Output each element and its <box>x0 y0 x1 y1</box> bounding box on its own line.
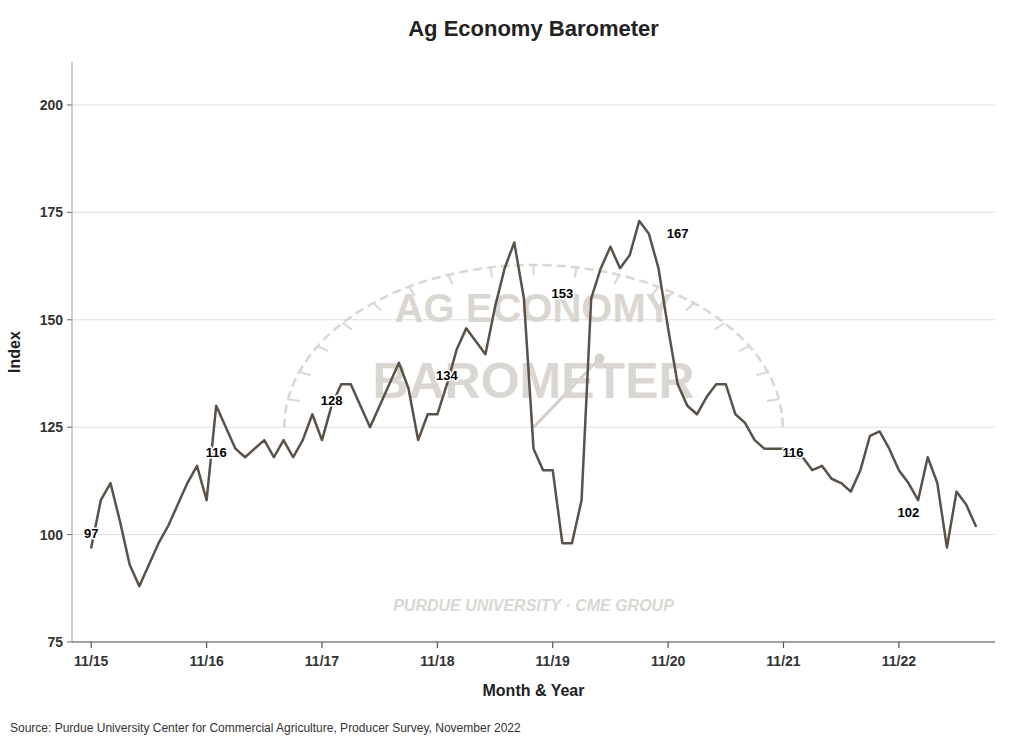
annotation: 128 <box>321 393 343 408</box>
grid-line <box>72 534 995 535</box>
watermark-gauge-tick <box>343 323 352 329</box>
x-tick <box>783 642 784 648</box>
x-tick-label: 11/22 <box>882 653 916 669</box>
annotation: 97 <box>84 526 98 541</box>
annotation: 102 <box>898 505 920 520</box>
y-tick-label: 75 <box>47 634 63 650</box>
x-tick <box>321 642 322 648</box>
watermark-text: AG ECONOMY <box>395 286 673 330</box>
grid-line <box>72 212 995 213</box>
y-tick <box>67 642 72 643</box>
x-tick-label: 11/17 <box>305 653 339 669</box>
watermark-text: BAROMETER <box>372 353 694 409</box>
watermark-gauge-tick <box>686 303 694 311</box>
annotation: 134 <box>436 368 458 383</box>
watermark-gauge-tick <box>756 372 767 375</box>
x-tick-label: 11/16 <box>189 653 223 669</box>
watermark-gauge-tick <box>615 275 619 284</box>
annotation: 116 <box>206 445 227 460</box>
y-tick <box>67 212 72 213</box>
watermark-text: PURDUE UNIVERSITY · CME GROUP <box>393 597 674 614</box>
x-tick-label: 11/18 <box>420 653 454 669</box>
annotation: 153 <box>551 286 573 301</box>
watermark-gauge-tick <box>575 267 577 277</box>
y-tick-label: 125 <box>40 419 64 435</box>
x-tick <box>898 642 899 648</box>
x-tick <box>437 642 438 648</box>
watermark-gauge-tick <box>533 265 535 275</box>
watermark-gauge-tick <box>299 372 310 375</box>
grid <box>72 105 995 642</box>
source: Source: Purdue University Center for Com… <box>10 721 521 735</box>
watermark-gauge-tick <box>767 399 779 401</box>
watermark-gauge-tick <box>373 303 381 311</box>
watermark-gauge-tick <box>715 323 724 329</box>
x-tick-label: 11/20 <box>651 653 685 669</box>
y-tick <box>67 319 72 320</box>
x-axis-line <box>72 641 995 642</box>
y-tick-label: 200 <box>40 97 64 113</box>
watermark-gauge-tick <box>448 275 452 284</box>
chart: Ag Economy Barometer 75 100 125 150 175 200 11/… <box>0 0 1023 742</box>
y-axis-label: Index <box>6 331 23 373</box>
watermark-gauge-tick <box>490 267 492 277</box>
y-tick <box>67 534 72 535</box>
watermark-gauge-tick <box>288 399 300 401</box>
title: Ag Economy Barometer <box>408 16 659 41</box>
y-tick <box>67 427 72 428</box>
y-tick-label: 150 <box>40 312 64 328</box>
watermark-gauge-tick <box>318 346 328 351</box>
x-tick <box>206 642 207 648</box>
x-tick <box>552 642 553 648</box>
annotation: 116 <box>783 445 804 460</box>
x-tick <box>668 642 669 648</box>
x-tick-label: 11/19 <box>536 653 570 669</box>
x-axis-label: Month & Year <box>483 682 585 699</box>
grid-line <box>72 642 995 643</box>
watermark-gauge-tick <box>739 346 749 351</box>
grid-line <box>72 104 995 105</box>
x-tick-label: 11/15 <box>74 653 108 669</box>
data <box>91 221 976 586</box>
y-axis-line <box>72 62 73 642</box>
annotation: 167 <box>667 226 689 241</box>
y-tick <box>67 104 72 105</box>
background <box>0 0 1023 742</box>
y-tick-label: 100 <box>40 527 64 543</box>
x-tick-label: 11/21 <box>766 653 800 669</box>
y-tick-label: 175 <box>40 204 64 220</box>
data-line <box>91 221 976 586</box>
x-tick <box>91 642 92 648</box>
